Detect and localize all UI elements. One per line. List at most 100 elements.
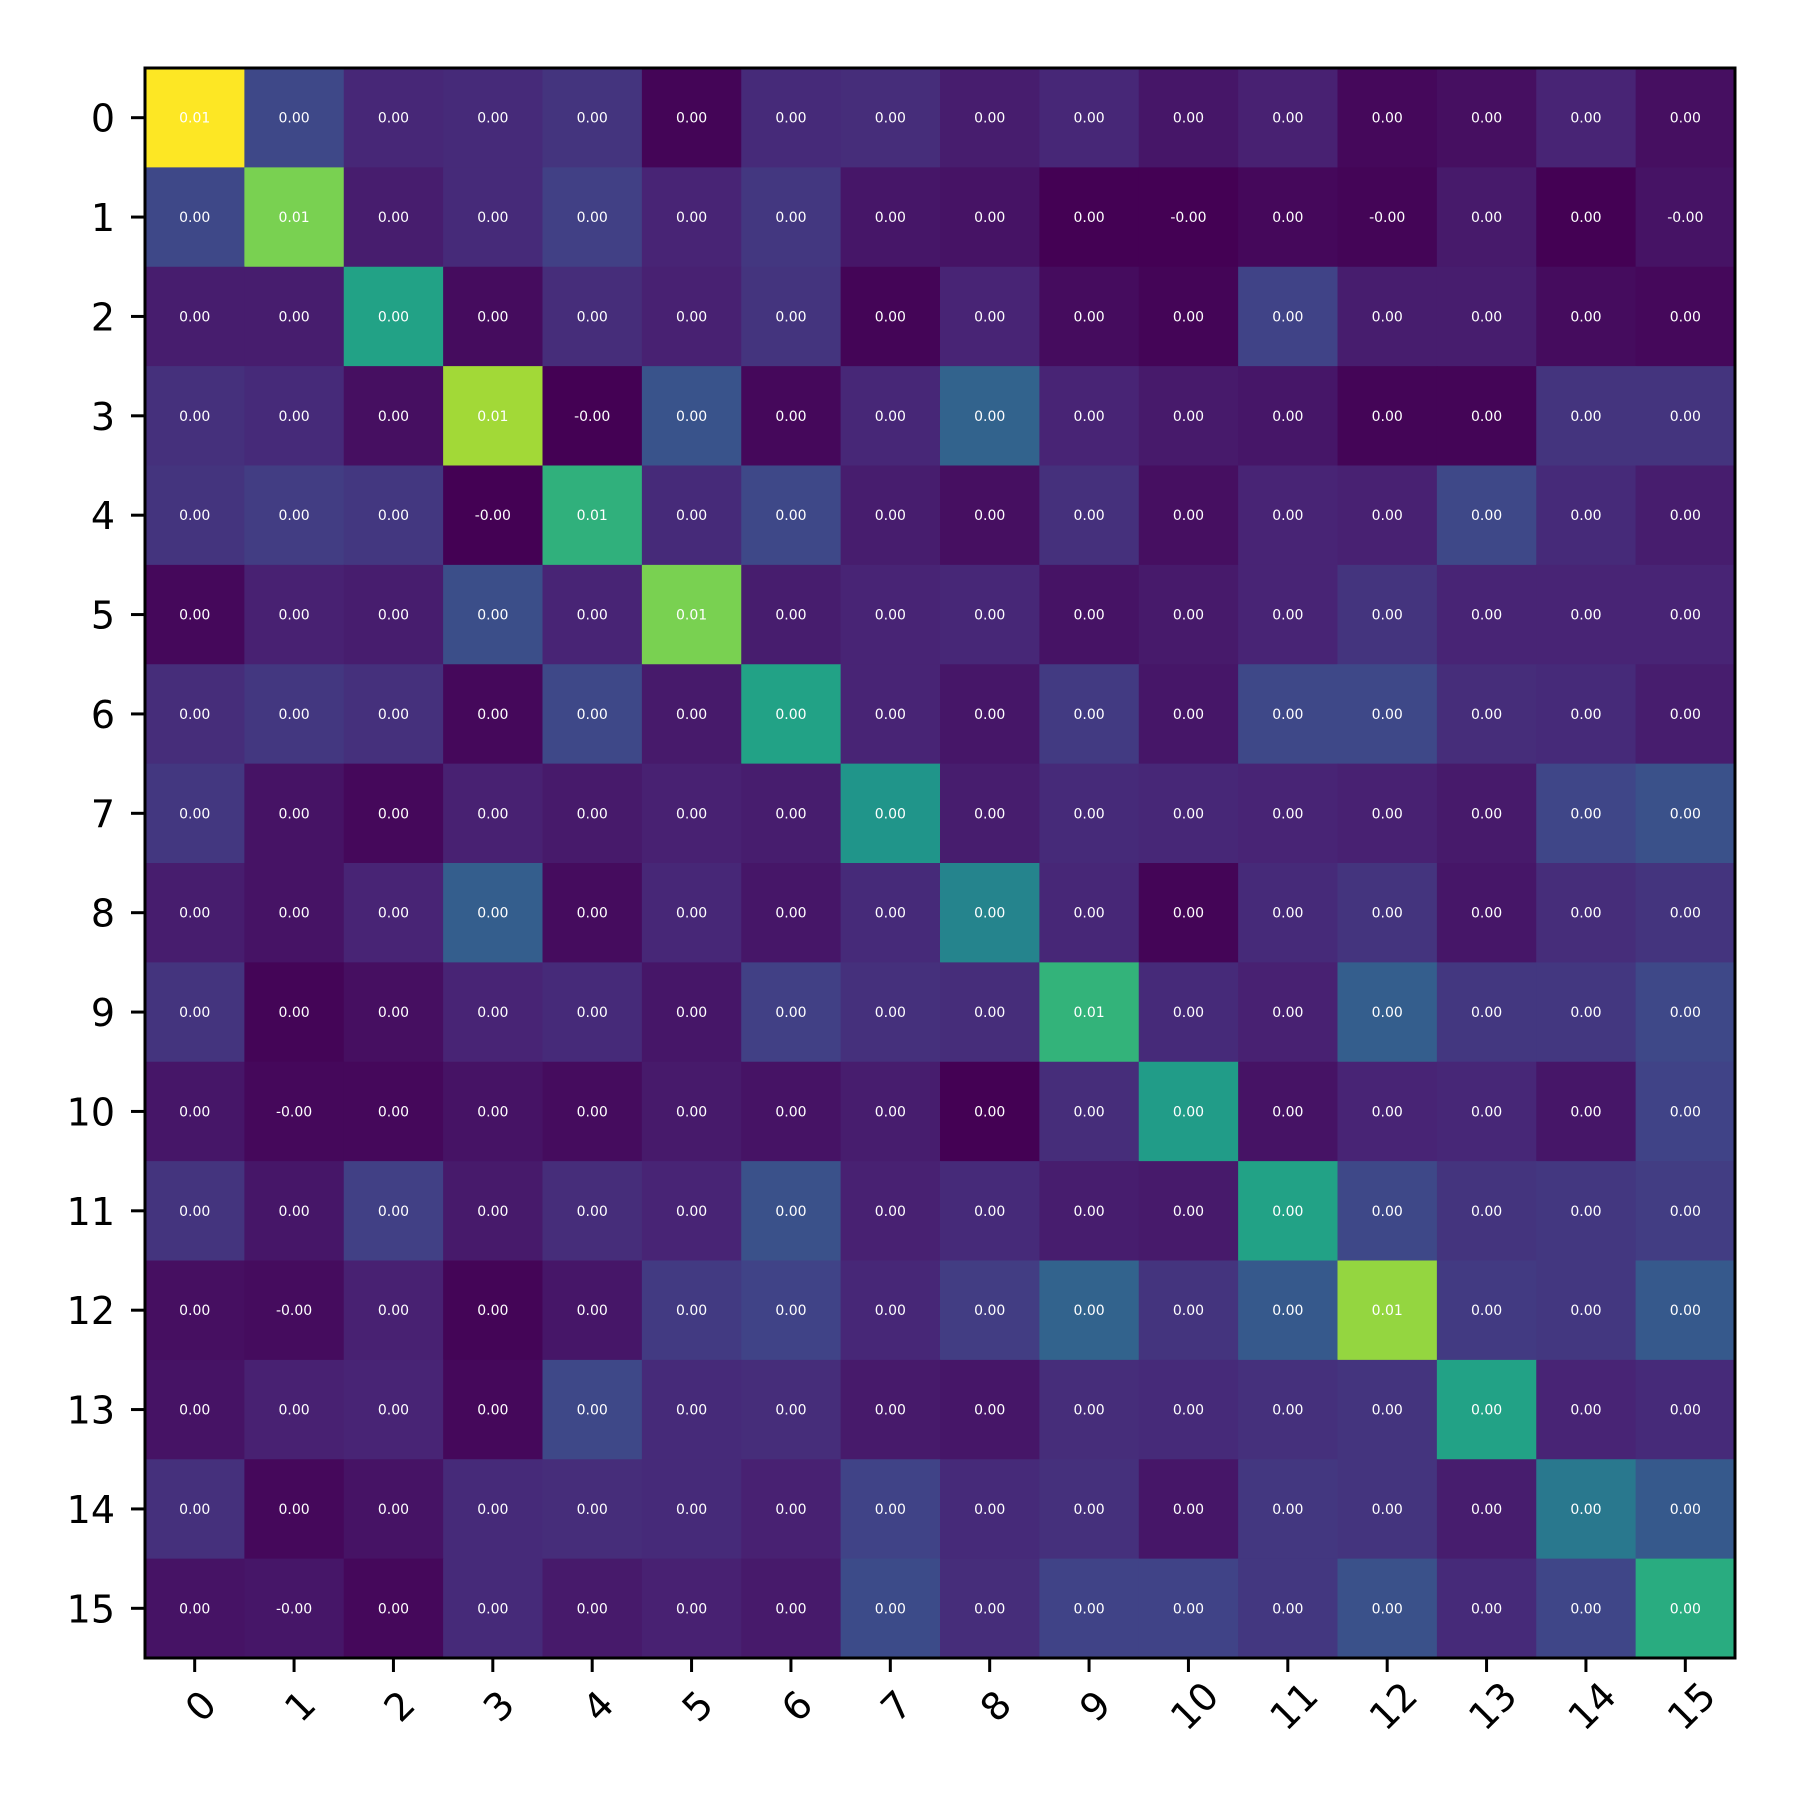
heatmap-cell xyxy=(1536,1558,1637,1659)
cell-value-label: 0.00 xyxy=(477,309,508,325)
cell-value-label: 0.00 xyxy=(577,1601,608,1617)
heatmap-cell xyxy=(1138,266,1239,367)
cell-value-label: 0.00 xyxy=(1570,210,1601,226)
cell-value-label: 0.00 xyxy=(1272,210,1303,226)
cell-value-label: 0.00 xyxy=(676,111,707,127)
heatmap-cell xyxy=(1039,1359,1140,1460)
cell-value-label: 0.00 xyxy=(378,1104,409,1120)
cell-value-label: 0.00 xyxy=(1173,1303,1204,1319)
cell-value-label: 0.00 xyxy=(179,1403,210,1419)
heatmap-cell xyxy=(145,266,245,367)
cell-value-label: 0.00 xyxy=(278,409,309,425)
cell-value-label: 0.00 xyxy=(875,508,906,524)
heatmap-cell xyxy=(1536,564,1637,665)
heatmap-cell xyxy=(443,962,544,1063)
cell-value-label: 0.00 xyxy=(378,1601,409,1617)
heatmap-cell xyxy=(1238,1061,1339,1162)
heatmap-cell xyxy=(840,167,941,268)
cell-value-label: 0.00 xyxy=(875,608,906,624)
cell-value-label: 0.00 xyxy=(974,608,1005,624)
cell-value-label: 0.00 xyxy=(1570,309,1601,325)
cell-value-label: 0.00 xyxy=(676,1303,707,1319)
y-tick-label: 9 xyxy=(91,991,115,1035)
cell-value-label: 0.00 xyxy=(577,1403,608,1419)
cell-value-label: 0.00 xyxy=(1471,409,1502,425)
cell-value-label: 0.00 xyxy=(278,508,309,524)
y-tick-label: 6 xyxy=(91,693,115,737)
cell-value-label: 0.00 xyxy=(875,1104,906,1120)
heatmap-cell xyxy=(1536,68,1637,168)
heatmap-cell xyxy=(840,962,941,1063)
heatmap-cell xyxy=(1238,1161,1339,1262)
cell-value-label: 0.01 xyxy=(477,409,508,425)
heatmap-cell xyxy=(1238,1558,1339,1659)
y-tick-label: 15 xyxy=(67,1587,115,1631)
cell-value-label: 0.00 xyxy=(974,1502,1005,1518)
cell-value-label: 0.00 xyxy=(477,1005,508,1021)
cell-value-label: 0.00 xyxy=(1272,309,1303,325)
cell-value-label: 0.00 xyxy=(1272,707,1303,723)
cell-value-label: 0.00 xyxy=(1173,1403,1204,1419)
cell-value-label: 0.00 xyxy=(179,1005,210,1021)
cell-value-label: 0.00 xyxy=(1670,1204,1701,1220)
cell-value-label: 0.00 xyxy=(875,111,906,127)
cell-value-label: 0.00 xyxy=(1570,608,1601,624)
heatmap-cell xyxy=(741,366,842,467)
cell-value-label: 0.00 xyxy=(577,210,608,226)
heatmap-cell xyxy=(1436,68,1537,168)
heatmap-cell xyxy=(145,962,245,1063)
heatmap-cell xyxy=(741,863,842,963)
cell-value-label: 0.00 xyxy=(477,1204,508,1220)
cell-value-label: 0.00 xyxy=(775,508,806,524)
heatmap-cell xyxy=(1536,167,1637,268)
heatmap-cell xyxy=(1436,1260,1537,1361)
heatmap-cell xyxy=(1138,465,1239,566)
cell-value-label: 0.00 xyxy=(1570,111,1601,127)
heatmap-cell xyxy=(542,1260,643,1361)
cell-value-label: 0.00 xyxy=(1173,409,1204,425)
heatmap-cell xyxy=(1238,664,1339,765)
heatmap-cell xyxy=(1536,763,1637,864)
heatmap-cell xyxy=(1436,962,1537,1063)
heatmap-cell xyxy=(840,465,941,566)
cell-value-label: 0.00 xyxy=(179,608,210,624)
heatmap-cell xyxy=(641,68,742,168)
x-axis: 0 1 2 3 4 5 6 7 8 9 10 11 12 13 14 15 xyxy=(177,1658,1724,1739)
heatmap-cell xyxy=(1436,664,1537,765)
cell-value-label: 0.00 xyxy=(378,707,409,723)
cell-value-label: 0.00 xyxy=(775,309,806,325)
heatmap-cell xyxy=(741,1260,842,1361)
heatmap-cells xyxy=(145,68,1736,1659)
heatmap-cell xyxy=(840,266,941,367)
cell-value-label: 0.00 xyxy=(875,1403,906,1419)
y-tick-label: 11 xyxy=(67,1190,115,1234)
heatmap-cell xyxy=(641,664,742,765)
heatmap-cell xyxy=(443,366,544,467)
x-tick-label: 1 xyxy=(276,1682,324,1730)
cell-value-label: 0.00 xyxy=(477,1502,508,1518)
x-tick-label: 6 xyxy=(773,1682,821,1730)
cell-value-label: 0.00 xyxy=(676,1005,707,1021)
cell-value-label: -0.00 xyxy=(276,1303,312,1319)
cell-value-label: 0.00 xyxy=(1272,1601,1303,1617)
x-tick-label: 11 xyxy=(1261,1674,1326,1739)
cell-value-label: 0.00 xyxy=(577,1303,608,1319)
cell-value-label: 0.00 xyxy=(179,707,210,723)
cell-value-label: 0.00 xyxy=(775,210,806,226)
heatmap-cell xyxy=(1039,266,1140,367)
heatmap-cell xyxy=(641,763,742,864)
heatmap-cell xyxy=(1039,1558,1140,1659)
heatmap-cell xyxy=(542,1359,643,1460)
y-tick-label: 2 xyxy=(91,295,115,339)
heatmap-cell xyxy=(1039,863,1140,963)
cell-value-label: 0.00 xyxy=(1272,608,1303,624)
heatmap-cell xyxy=(1238,863,1339,963)
cell-value-label: 0.01 xyxy=(179,111,210,127)
cell-value-label: 0.00 xyxy=(1173,1502,1204,1518)
y-tick-label: 1 xyxy=(91,196,115,240)
heatmap-cell xyxy=(244,1161,345,1262)
x-tick-label: 8 xyxy=(972,1682,1020,1730)
cell-value-label: 0.00 xyxy=(1570,1005,1601,1021)
cell-value-label: 0.00 xyxy=(676,906,707,922)
x-tick-label: 4 xyxy=(574,1682,622,1730)
